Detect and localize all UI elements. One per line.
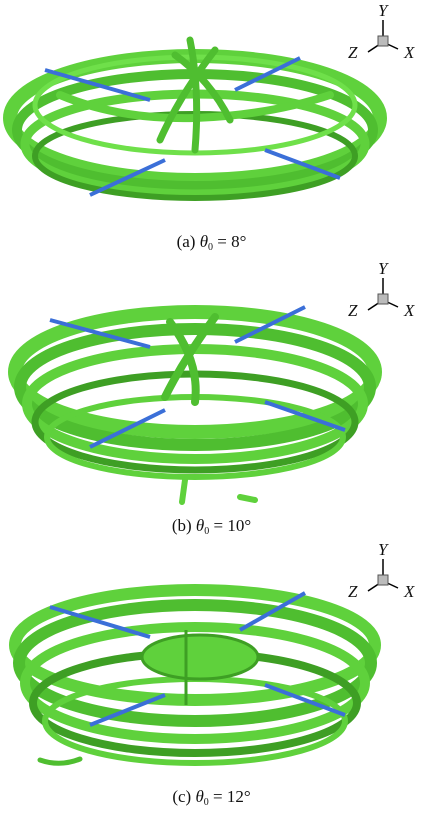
caption-b-subscript: 0 <box>204 526 210 537</box>
axis-label-z: Z <box>348 582 358 601</box>
caption-b-value: = 10° <box>213 516 252 535</box>
caption-a: (a) θ0 = 8° <box>0 232 423 258</box>
blade-lines-a <box>44 56 341 197</box>
axis-label-y: Y <box>378 259 388 278</box>
axis-label-x: X <box>404 301 415 320</box>
axis-triad-a: Y Z X <box>348 2 418 62</box>
caption-c-subscript: 0 <box>203 797 209 808</box>
vortex-isosurface-b <box>8 305 382 505</box>
panel-b: Y Z X (b) θ0 = 10° <box>0 260 423 542</box>
axis-label-y: Y <box>378 1 388 20</box>
caption-a-label: (a) <box>176 232 196 251</box>
caption-b-symbol: θ <box>195 516 205 535</box>
panel-c: Y Z X (c) θ0 = 12° <box>0 541 423 817</box>
axis-label-z: Z <box>348 43 358 62</box>
axis-label-x: X <box>404 43 415 62</box>
blade-lines-b <box>49 305 346 449</box>
caption-c-symbol: θ <box>195 787 204 806</box>
panel-a: Y Z X (a) θ0 = 8° <box>0 0 423 260</box>
vortex-isosurface-c <box>9 584 381 766</box>
axis-label-z: Z <box>348 301 358 320</box>
caption-c: (c) θ0 = 12° <box>0 787 423 813</box>
vortex-isosurface-a <box>3 36 387 201</box>
axis-triad-c: Y Z X <box>348 541 418 601</box>
blade-lines-c <box>49 591 346 727</box>
central-vortex-ring <box>140 633 260 681</box>
axis-label-y: Y <box>378 540 388 559</box>
caption-b: (b) θ0 = 10° <box>0 516 423 542</box>
caption-a-subscript: 0 <box>208 242 214 253</box>
caption-a-value: = 8° <box>217 232 247 251</box>
caption-c-label: (c) <box>172 787 192 806</box>
axis-label-x: X <box>404 582 415 601</box>
caption-b-label: (b) <box>171 516 192 535</box>
caption-a-symbol: θ <box>199 232 209 251</box>
axis-triad-b: Y Z X <box>348 260 418 320</box>
caption-c-value: = 12° <box>213 787 251 806</box>
